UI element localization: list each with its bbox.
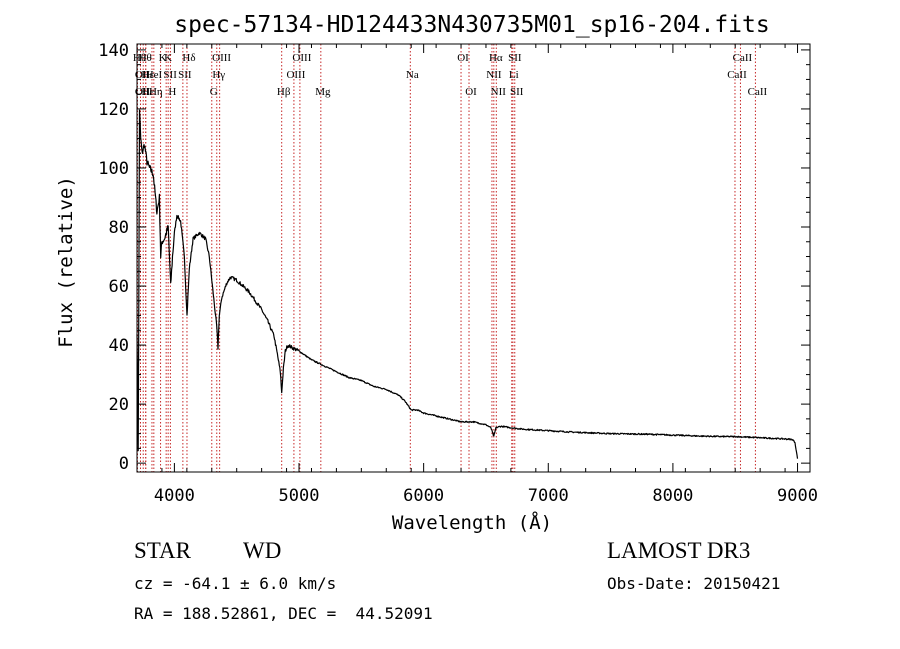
x-axis-label: Wavelength (Å) — [392, 511, 552, 534]
coordinates: RA = 188.52861, DEC = 44.52091 — [134, 604, 433, 623]
line-marker-label: G — [210, 86, 218, 98]
line-marker-label: OII — [135, 69, 151, 81]
observation-date: Obs-Date: 20150421 — [607, 574, 781, 593]
object-class: STAR — [134, 538, 191, 563]
chart-title: spec-57134-HD124433N430735M01_sp16-204.f… — [174, 12, 769, 38]
line-marker-label: OI — [465, 86, 477, 98]
line-marker-label: NII — [486, 69, 502, 81]
x-axis-ticks: 4000 5000 6000 7000 8000 9000 — [136, 44, 818, 506]
y-axis-ticks: 0 20 40 60 80 100 120 140 — [98, 41, 810, 474]
line-marker-label: SII — [178, 69, 192, 81]
spectrum-series-line — [136, 109, 799, 459]
y-tick-label: 140 — [98, 41, 129, 61]
line-marker-label: Mg — [315, 86, 331, 98]
x-tick-label: 7000 — [528, 486, 569, 506]
line-marker-label: OIII — [292, 52, 311, 64]
line-marker-label: Hβ — [277, 86, 291, 98]
line-marker-label: K — [159, 52, 167, 64]
y-tick-label: 120 — [98, 100, 129, 120]
line-marker-label: NII — [491, 86, 507, 98]
line-marker-label: CaII — [748, 86, 768, 98]
x-tick-label: 9000 — [777, 486, 818, 506]
line-marker-label: SII — [508, 52, 522, 64]
x-tick-label: 8000 — [652, 486, 693, 506]
line-marker-label: HeI — [146, 69, 163, 81]
object-subclass: WD — [243, 538, 282, 563]
line-marker-label: SII — [510, 86, 524, 98]
line-marker-label: OIII — [286, 69, 305, 81]
y-tick-label: 80 — [109, 218, 129, 238]
line-marker-label: Hθ — [139, 52, 152, 64]
spectral-line-markers — [136, 44, 756, 472]
x-tick-label: 6000 — [403, 486, 444, 506]
line-marker-label: SII — [163, 69, 177, 81]
y-tick-label: 40 — [109, 336, 129, 356]
line-marker-label: OI — [457, 52, 469, 64]
line-marker-label: OIII — [212, 52, 231, 64]
line-marker-label: CaII — [727, 69, 747, 81]
line-marker-label: Hα — [489, 52, 503, 64]
y-tick-label: 0 — [119, 454, 129, 474]
line-marker-label: Li — [509, 69, 519, 81]
x-tick-label: 4000 — [154, 486, 195, 506]
spectral-line-labels: HθOIIOIIHθHεHεHeIHηKKSIIHSIIHδGHγOIIIHβO… — [133, 52, 768, 98]
line-marker-label: K — [164, 52, 172, 64]
survey-name: LAMOST DR3 — [607, 538, 751, 563]
line-marker-label: Na — [406, 69, 419, 81]
plot-frame — [136, 43, 811, 473]
line-marker-label: Hε — [141, 86, 154, 98]
line-marker-label: H — [168, 86, 176, 98]
y-tick-label: 20 — [109, 395, 129, 415]
line-marker-label: Hγ — [212, 69, 225, 81]
redshift-velocity: cz = -64.1 ± 6.0 km/s — [134, 574, 337, 593]
line-marker-label: OII — [135, 86, 151, 98]
x-tick-label: 5000 — [279, 486, 320, 506]
y-axis-label: Flux (relative) — [55, 176, 77, 348]
line-marker-label: Hε — [141, 69, 154, 81]
y-tick-label: 100 — [98, 159, 129, 179]
y-tick-label: 60 — [109, 277, 129, 297]
line-marker-label: Hδ — [182, 52, 195, 64]
line-marker-label: Hθ — [133, 52, 146, 64]
line-marker-label: CaII — [733, 52, 753, 64]
line-marker-label: Hη — [149, 86, 163, 98]
